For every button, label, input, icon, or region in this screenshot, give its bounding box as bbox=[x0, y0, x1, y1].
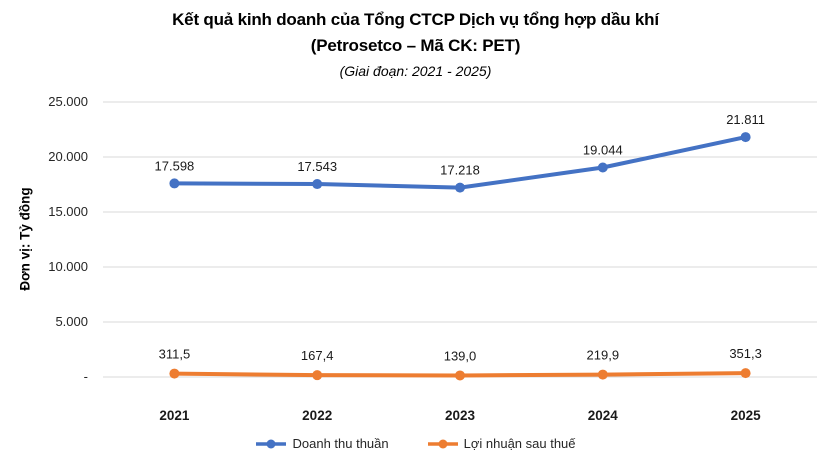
y-tick-label: 5.000 bbox=[55, 314, 88, 329]
chart-title: Kết quả kinh doanh của Tổng CTCP Dịch vụ… bbox=[0, 7, 831, 81]
data-label: 17.218 bbox=[440, 163, 480, 178]
data-point bbox=[597, 162, 608, 173]
data-point bbox=[312, 370, 323, 381]
data-label: 167,4 bbox=[301, 348, 334, 363]
data-label: 19.044 bbox=[583, 143, 623, 158]
legend: Doanh thu thuần Lợi nhuận sau thuế bbox=[0, 436, 831, 451]
y-tick-label: 20.000 bbox=[48, 149, 88, 164]
data-label: 139,0 bbox=[444, 348, 477, 363]
y-tick-label: 10.000 bbox=[48, 259, 88, 274]
line-marker-icon bbox=[427, 439, 458, 448]
data-point bbox=[455, 182, 465, 193]
data-label: 351,3 bbox=[729, 346, 762, 361]
data-point bbox=[455, 370, 465, 381]
data-label: 17.598 bbox=[155, 158, 195, 173]
data-label: 219,9 bbox=[587, 348, 620, 363]
legend-item-loi-nhuan-sau-thue: Lợi nhuận sau thuế bbox=[427, 436, 576, 451]
line-marker-icon bbox=[256, 439, 287, 448]
data-point bbox=[740, 368, 751, 379]
data-point bbox=[169, 178, 180, 189]
x-tick-label: 2022 bbox=[302, 408, 332, 423]
legend-item-doanh-thu-thuan: Doanh thu thuần bbox=[255, 436, 389, 451]
y-tick-label: - bbox=[84, 369, 88, 384]
x-tick-label: 2025 bbox=[731, 408, 762, 423]
x-tick-label: 2023 bbox=[445, 408, 476, 423]
x-tick-label: 2024 bbox=[588, 408, 619, 423]
x-tick-label: 2021 bbox=[159, 408, 190, 423]
chart-title-line2: (Petrosetco – Mã CK: PET) bbox=[310, 36, 521, 55]
data-point bbox=[312, 179, 323, 190]
data-point bbox=[740, 132, 751, 143]
data-label: 17.543 bbox=[297, 159, 337, 174]
chart-subtitle: (Giai đoạn: 2021 - 2025) bbox=[339, 63, 492, 79]
y-tick-label: 25.000 bbox=[48, 94, 88, 109]
data-point bbox=[597, 369, 608, 380]
legend-label-loi-nhuan-sau-thue: Lợi nhuận sau thuế bbox=[463, 436, 576, 451]
data-label: 21.811 bbox=[726, 112, 765, 127]
legend-label-doanh-thu-thuan: Doanh thu thuần bbox=[292, 436, 389, 451]
y-tick-label: 15.000 bbox=[48, 204, 88, 219]
data-point bbox=[169, 368, 180, 379]
chart-title-line1: Kết quả kinh doanh của Tổng CTCP Dịch vụ… bbox=[172, 10, 659, 29]
data-label: 311,5 bbox=[159, 347, 191, 362]
